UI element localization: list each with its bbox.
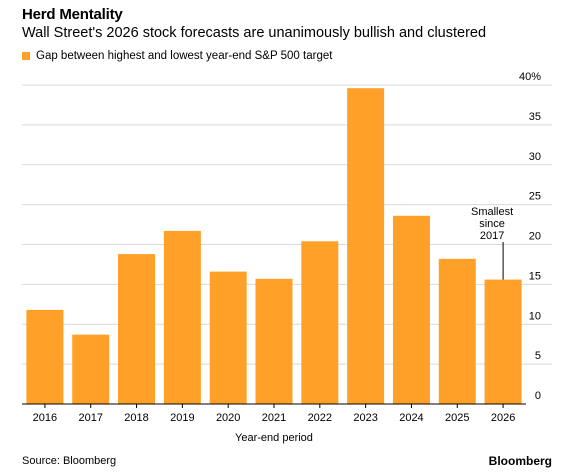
y-tick-label: 10 — [529, 310, 541, 322]
annotation-text: Smallest — [471, 206, 513, 218]
y-tick-label: 25 — [529, 191, 541, 203]
x-tick-label: 2023 — [353, 412, 377, 424]
x-tick-label: 2024 — [399, 412, 423, 424]
bar — [347, 88, 385, 404]
y-tick-label: 0 — [535, 390, 541, 402]
bar — [163, 230, 201, 404]
chart-subtitle: Wall Street's 2026 stock forecasts are u… — [22, 25, 487, 41]
x-tick-label: 2018 — [124, 412, 148, 424]
x-tick-label: 2017 — [78, 412, 102, 424]
bar — [26, 309, 64, 404]
legend: Gap between highest and lowest year-end … — [22, 50, 332, 62]
legend-swatch — [22, 52, 30, 60]
brand-logo: Bloomberg — [488, 454, 552, 468]
x-tick-label: 2021 — [262, 412, 286, 424]
chart-title: Herd Mentality — [22, 6, 123, 23]
y-tick-label: 20 — [529, 231, 541, 243]
x-tick-label: 2019 — [170, 412, 194, 424]
y-tick-label: 30 — [529, 151, 541, 163]
bar — [118, 254, 156, 404]
bar — [301, 241, 339, 404]
annotation-text: since — [479, 218, 505, 230]
y-tick-label: 15 — [529, 270, 541, 282]
x-tick-label: 2025 — [445, 412, 469, 424]
y-tick-label: 40% — [519, 71, 541, 83]
x-tick-label: 2020 — [216, 412, 240, 424]
y-tick-label: 5 — [535, 350, 541, 362]
bar — [392, 215, 430, 404]
bar — [72, 334, 110, 404]
bar — [438, 258, 476, 404]
x-tick-label: 2016 — [33, 412, 57, 424]
legend-label: Gap between highest and lowest year-end … — [36, 50, 333, 62]
y-tick-label: 35 — [529, 111, 541, 123]
x-axis-title: Year-end period — [235, 432, 313, 444]
bar — [255, 278, 293, 404]
source-note: Source: Bloomberg — [22, 455, 117, 467]
bar — [484, 279, 522, 404]
x-tick-label: 2026 — [491, 412, 515, 424]
x-tick-label: 2022 — [308, 412, 332, 424]
bar — [209, 271, 247, 404]
annotation-text: 2017 — [480, 230, 504, 242]
